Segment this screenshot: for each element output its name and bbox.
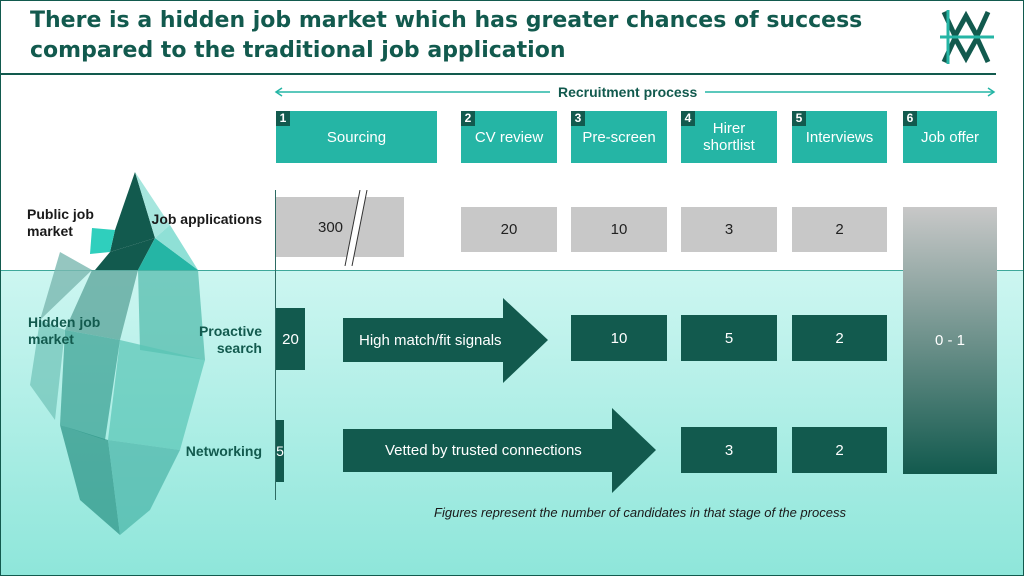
stage-pre-screen: Pre-screen [571, 111, 667, 163]
stage-number: 6 [903, 111, 917, 126]
job-applications-interviews: 2 [792, 207, 887, 252]
stage-sourcing: Sourcing [276, 111, 437, 163]
hidden-job-market-label: Hidden job market [28, 314, 101, 347]
stage-label: CV review [474, 128, 544, 146]
public-job-market-label: Public job market [27, 206, 94, 239]
stage-job-offer: Job offer [903, 111, 997, 163]
networking-arrow: Vetted by trusted connections [343, 408, 656, 493]
stage-label: Sourcing [326, 128, 387, 146]
networking-arrow-text: Vetted by trusted connections [385, 442, 582, 459]
networking-sourcing: 5 [276, 420, 284, 482]
stage-hirer-shortlist: Hirer shortlist [681, 111, 777, 163]
iceberg-illustration [20, 170, 220, 540]
title-divider [0, 73, 996, 75]
axis-break-icon [340, 189, 370, 267]
proactive-search-sourcing: 20 [276, 308, 305, 370]
proactive-search-arrow: High match/fit signals [343, 298, 548, 383]
page-title: There is a hidden job market which has g… [30, 8, 863, 63]
stage-label: Pre-screen [582, 128, 656, 146]
stage-label: Job offer [920, 128, 980, 146]
networking-interviews: 2 [792, 427, 887, 473]
stage-number: 3 [571, 111, 585, 126]
proactive-search-hirer-shortlist: 5 [681, 315, 777, 361]
stage-number: 2 [461, 111, 475, 126]
proactive-search-pre-screen: 10 [571, 315, 667, 361]
row-label-proactive-search: Proactive search [198, 323, 262, 356]
stage-number: 1 [276, 111, 290, 126]
stage-label: Interviews [805, 128, 874, 146]
stage-label: Hirer shortlist [703, 120, 755, 154]
wm-logo [938, 8, 996, 66]
row-label-job-applications: Job applications [151, 211, 262, 227]
proactive-search-interviews: 2 [792, 315, 887, 361]
networking-hirer-shortlist: 3 [681, 427, 777, 473]
stage-number: 4 [681, 111, 695, 126]
water-line [0, 270, 1024, 271]
recruitment-process-arrow: Recruitment process [270, 83, 1000, 101]
job-applications-pre-screen: 10 [571, 207, 667, 252]
job-offer-cell: 0 - 1 [903, 207, 997, 474]
proactive-search-arrow-text: High match/fit signals [359, 331, 502, 349]
row-label-networking: Networking [185, 443, 262, 459]
job-applications-hirer-shortlist: 3 [681, 207, 777, 252]
footnote: Figures represent the number of candidat… [434, 505, 846, 520]
job-applications-cv-review: 20 [461, 207, 557, 252]
job-applications-sourcing: 300 [276, 197, 404, 257]
stage-cv-review: CV review [461, 111, 557, 163]
row-axis-line [275, 190, 276, 500]
stage-interviews: Interviews [792, 111, 887, 163]
recruitment-process-label: Recruitment process [550, 83, 706, 101]
stage-number: 5 [792, 111, 806, 126]
